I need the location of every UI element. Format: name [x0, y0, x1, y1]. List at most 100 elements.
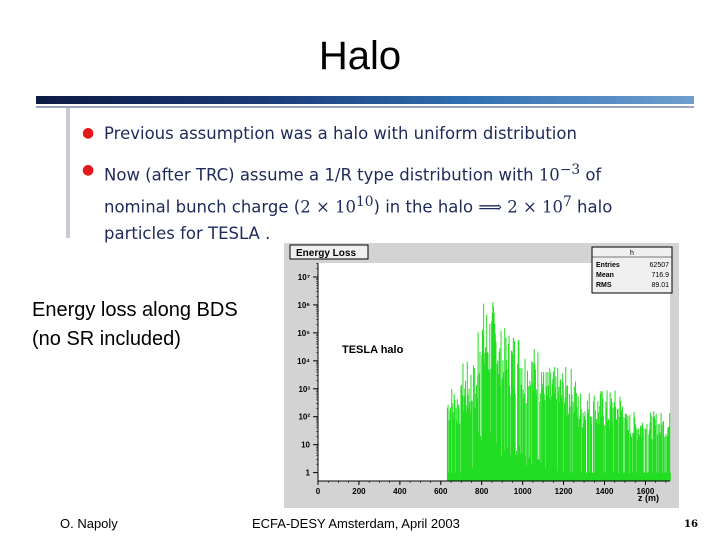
histogram-bin: [546, 386, 548, 481]
histogram-bin: [461, 465, 463, 481]
math-base: 2 × 10: [501, 197, 564, 216]
histogram-bin: [611, 402, 613, 481]
histogram-bin: [544, 400, 546, 481]
histogram-bin: [518, 445, 520, 481]
histogram-bin: [462, 363, 464, 481]
histogram-bin: [534, 364, 536, 481]
histogram-bin: [489, 432, 491, 481]
histogram-bin: [629, 433, 631, 481]
histogram-bin: [667, 428, 669, 481]
histogram-bin: [483, 363, 485, 481]
histogram-bin: [596, 418, 598, 481]
histogram-bin: [647, 472, 649, 481]
math-exponent: 7: [563, 193, 572, 210]
histogram-bin: [522, 452, 524, 481]
title-divider-line: [36, 106, 694, 108]
histogram-bin: [572, 402, 574, 481]
histogram-bin: [597, 401, 599, 481]
histogram-bin: [658, 472, 660, 481]
histogram-bin: [573, 386, 575, 481]
histogram-bin: [486, 314, 488, 481]
histogram-bin: [612, 422, 614, 481]
histogram-bin: [651, 439, 653, 481]
bullet-text: of: [580, 165, 602, 185]
histogram-bin: [640, 437, 642, 481]
histogram-bin: [589, 472, 591, 481]
histogram-bin: [659, 434, 661, 481]
histogram-bin: [535, 395, 537, 481]
histogram-bin: [509, 455, 511, 481]
histogram-bin: [536, 459, 538, 481]
histogram-bin: [577, 396, 579, 481]
histogram-bin: [497, 360, 499, 481]
histogram-bin: [570, 368, 572, 481]
histogram-bin: [569, 406, 571, 481]
stats-mean-label: Mean: [596, 272, 614, 279]
histogram-title: Energy Loss: [296, 248, 356, 259]
histogram-bin: [480, 436, 482, 481]
histogram-bin: [513, 388, 515, 481]
x-tick-label: 1000: [514, 487, 532, 496]
histogram-bin: [510, 350, 512, 481]
histogram-bin: [565, 366, 567, 481]
histogram-bin: [510, 394, 512, 481]
histogram-bin: [616, 409, 618, 481]
histogram-bin: [541, 383, 543, 481]
histogram-bin: [516, 455, 518, 481]
stats-entries-label: Entries: [596, 262, 620, 269]
histogram-bin: [506, 360, 508, 481]
histogram-bin: [559, 380, 561, 481]
histogram-bin: [471, 400, 473, 481]
histogram-bin: [644, 472, 646, 481]
histogram-bin: [465, 405, 467, 481]
histogram-bin: [506, 369, 508, 481]
histogram-bin: [556, 399, 558, 481]
caption-line: (no SR included): [32, 328, 181, 350]
histogram-bin: [656, 472, 658, 481]
histogram-bin: [656, 434, 658, 481]
histogram-bin: [579, 415, 581, 481]
histogram-bin: [537, 352, 539, 481]
histogram-bin: [628, 472, 630, 481]
histogram-bin: [458, 408, 460, 481]
bullet-list: ● Previous assumption was a halo with un…: [82, 120, 662, 247]
histogram-bin: [651, 472, 653, 481]
histogram-bin: [473, 407, 475, 481]
histogram-bin: [571, 394, 573, 481]
histogram-bin: [586, 400, 588, 481]
histogram-bin: [641, 425, 643, 481]
histogram-bin: [459, 472, 461, 481]
stats-name: h: [630, 250, 634, 257]
histogram-bin: [464, 388, 466, 481]
histogram-bin: [606, 390, 608, 481]
histogram-bin: [499, 348, 501, 481]
histogram-bin: [539, 401, 541, 481]
x-tick-label: 600: [434, 487, 448, 496]
x-axis-ticks: 0 200 400 600 800 1000 1200 1400 1600: [316, 481, 667, 496]
histogram-bin: [530, 464, 532, 481]
histogram-bin: [508, 335, 510, 481]
histogram-bin: [504, 328, 506, 481]
histogram-bin: [493, 312, 495, 481]
histogram-bin: [613, 472, 615, 481]
histogram-bin: [529, 380, 531, 481]
histogram-bin: [474, 393, 476, 481]
histogram-bin: [621, 406, 623, 481]
histogram-bin: [636, 429, 638, 481]
histogram-bin: [540, 462, 542, 481]
bullet-accent-strip: [66, 108, 70, 238]
histogram-bin: [501, 378, 503, 481]
histogram-bin: [500, 330, 502, 481]
histogram-bin: [448, 420, 450, 481]
histogram-bin: [658, 423, 660, 481]
histogram-bin: [636, 472, 638, 481]
histogram-bin: [521, 368, 523, 481]
histogram-bin: [652, 416, 654, 481]
histogram-bin: [525, 455, 527, 481]
histogram-bin: [664, 436, 666, 481]
histogram-bin: [478, 431, 480, 481]
histogram-bin: [558, 386, 560, 481]
histogram-bin: [587, 413, 589, 481]
histogram-bin: [630, 436, 632, 481]
histogram-bin: [637, 428, 639, 481]
